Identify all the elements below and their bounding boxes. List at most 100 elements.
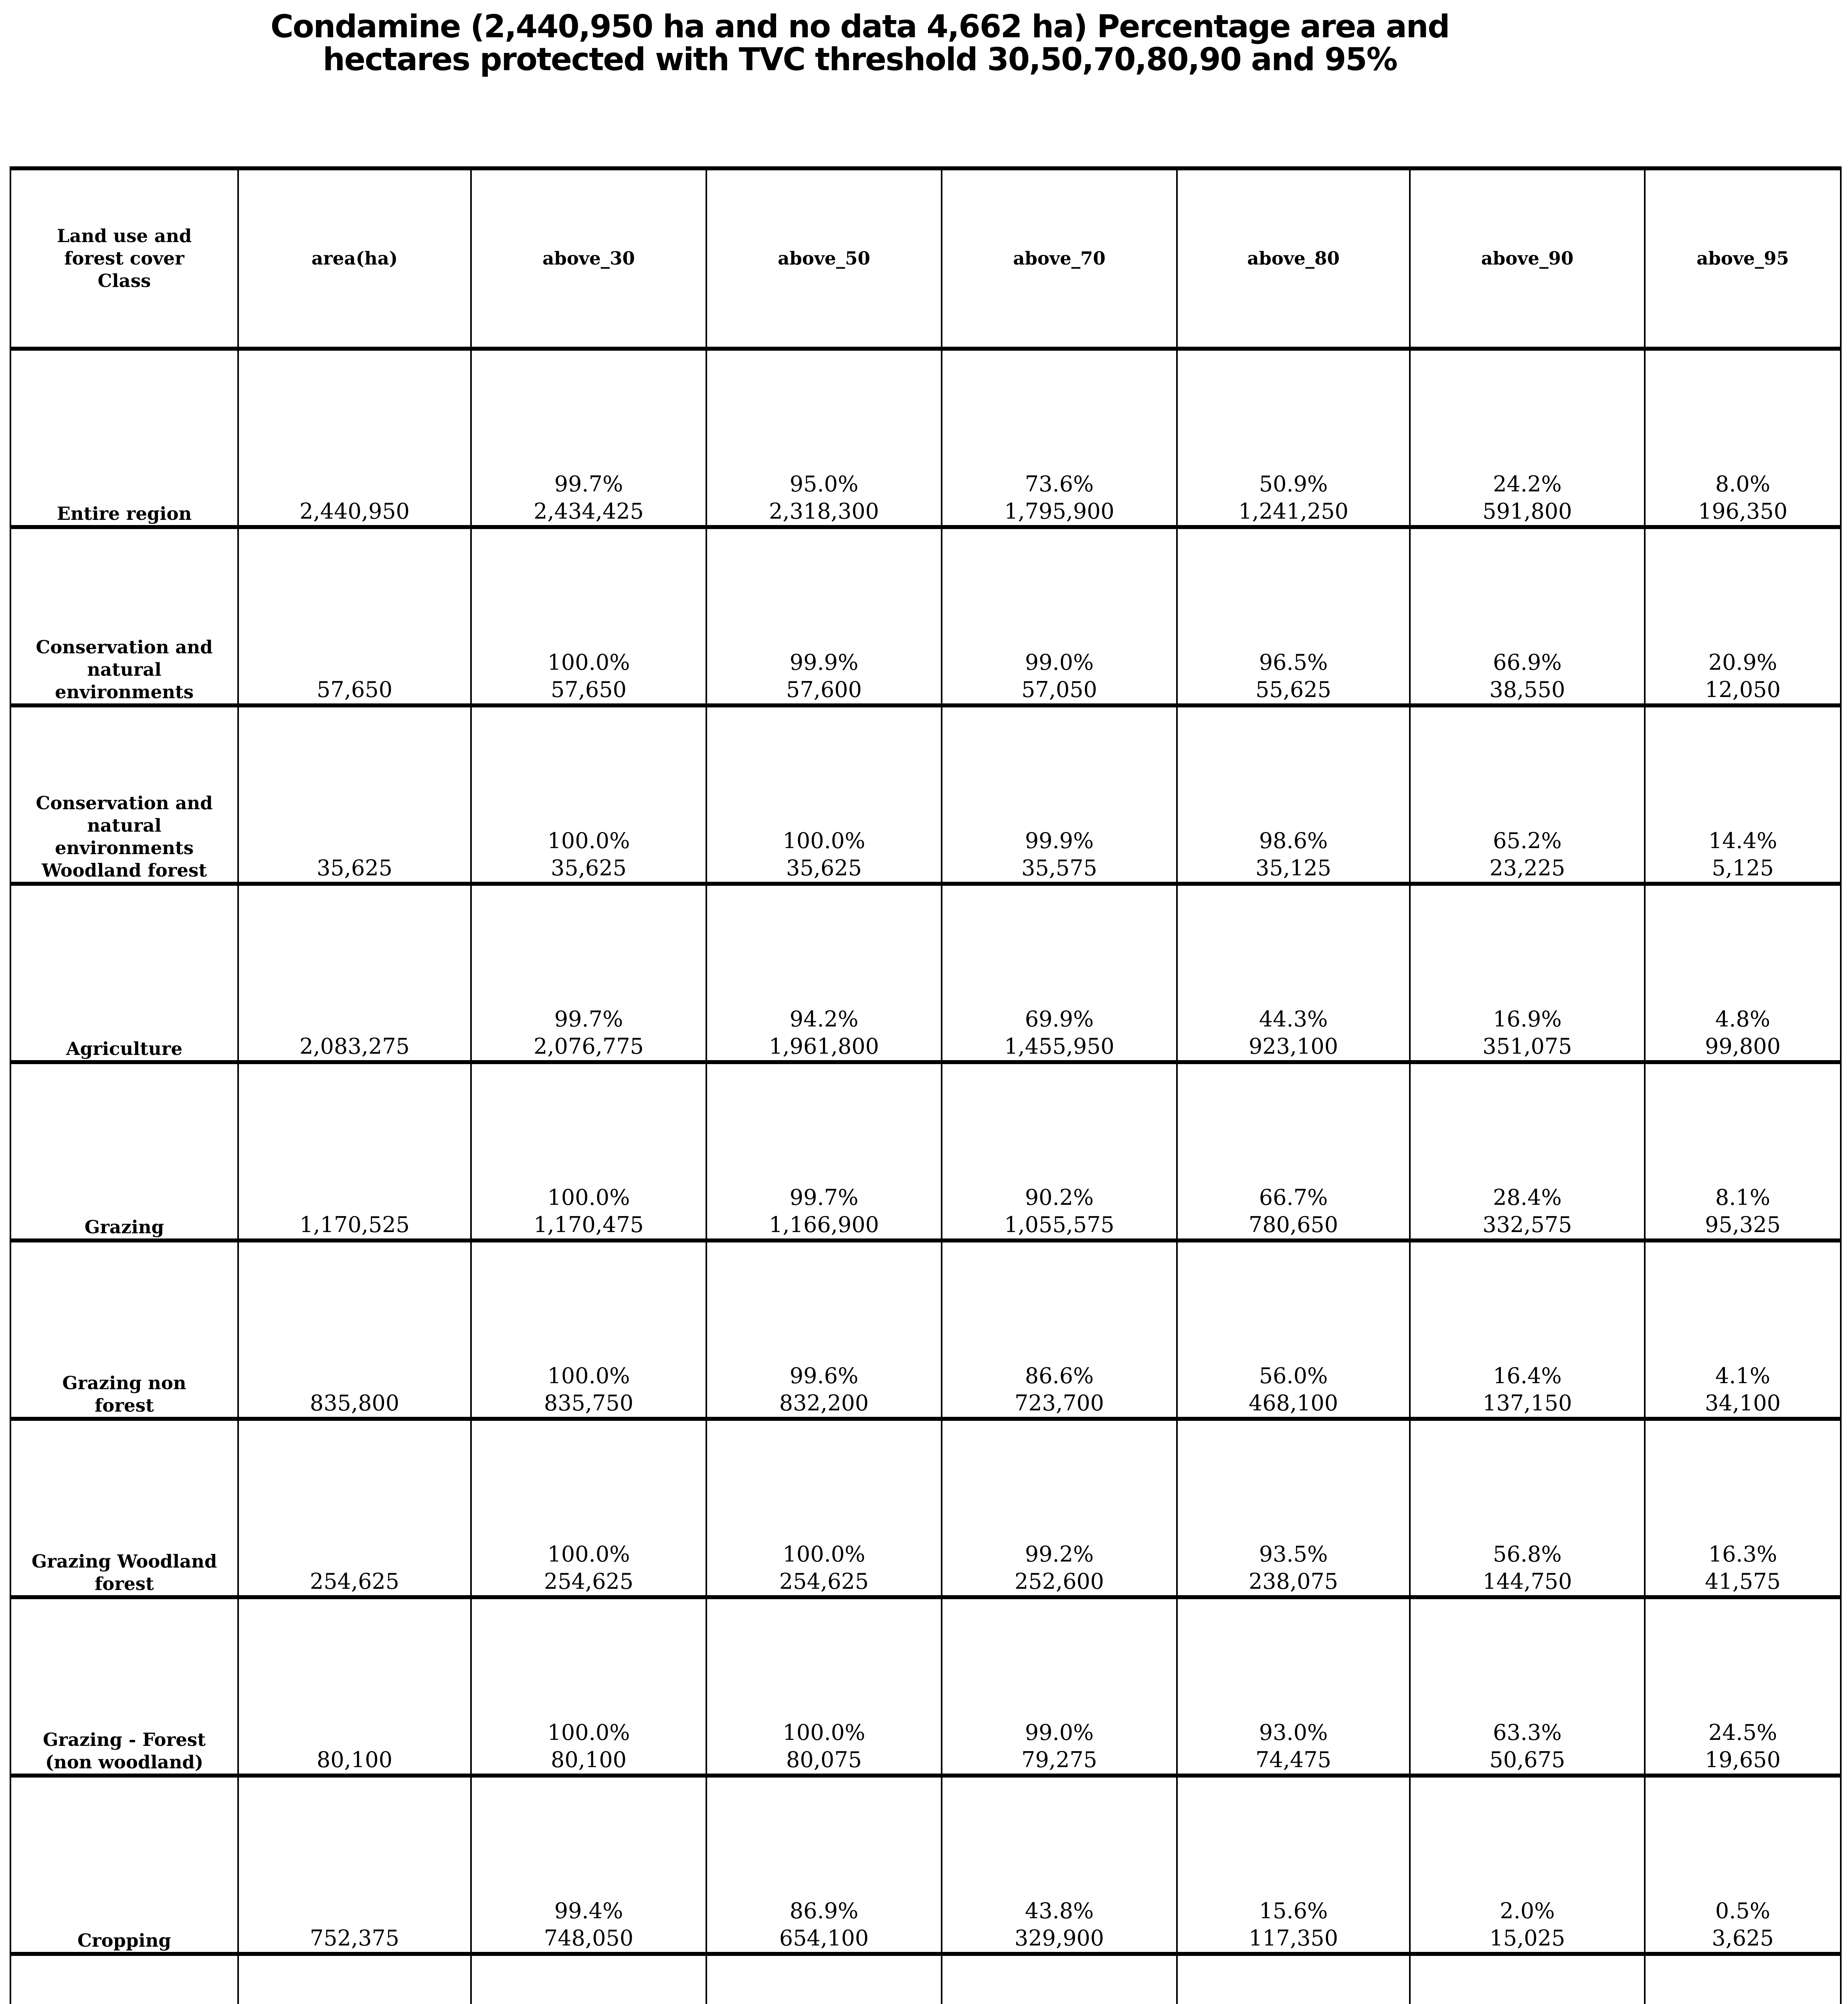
hectares-value: 57,050 [1021, 677, 1097, 702]
percent-value: 93.0% [1259, 1720, 1328, 1745]
hectares-value: 1,055,575 [1004, 1212, 1114, 1237]
hectares-value: 57,600 [786, 677, 862, 702]
area-ha-value: 2,083,275 [237, 882, 472, 1064]
threshold-cell: 66.7% 780,650 [1176, 1060, 1411, 1242]
hectares-value: 137,150 [1482, 1390, 1572, 1416]
table-row: Conservation and natural environments 57,… [10, 525, 1842, 707]
area-ha-value: 835,800 [237, 1238, 472, 1421]
percent-value: 100.0% [782, 828, 865, 853]
hectares-value: 57,650 [551, 677, 627, 702]
threshold-cell: 24.5% 19,650 [1644, 1595, 1842, 1778]
threshold-cell: 28.4% 332,575 [1409, 1060, 1646, 1242]
col-header-above30: above_30 [470, 166, 707, 351]
percent-value: 14.4% [1708, 828, 1777, 853]
table-header: Land use and forest cover Class area(ha)… [10, 166, 1842, 351]
percent-value: 4.8% [1715, 1006, 1771, 1032]
hectares-value: 332,575 [1482, 1212, 1572, 1237]
threshold-cell: 95.0% 2,318,300 [706, 347, 942, 529]
threshold-cell: 8.0% 196,350 [1644, 347, 1842, 529]
hectares-value: 19,650 [1705, 1747, 1781, 1772]
hectares-value: 2,318,300 [769, 499, 879, 524]
table-body: Entire region 2,440,950 99.7% 2,434,425 95.0… [10, 347, 1842, 2004]
percent-value: 100.0% [782, 1541, 865, 1567]
threshold-cell: 99.0% 57,050 [941, 525, 1178, 707]
hectares-value: 2,076,775 [534, 1034, 644, 1059]
threshold-cell: 99.2% 252,600 [941, 1417, 1178, 1599]
percent-value: 66.7% [1259, 1185, 1328, 1210]
threshold-cell: 43.9%70,250 [941, 1952, 1178, 2004]
threshold-cell: 65.2% 23,225 [1409, 703, 1646, 886]
hectares-value: 79,275 [1021, 1747, 1097, 1772]
threshold-cell: 90.2% 1,055,575 [941, 1060, 1178, 1242]
row-label: Agriculture [10, 882, 239, 1064]
hectares-value: 74,475 [1256, 1747, 1331, 1772]
hectares-value: 1,166,900 [769, 1212, 879, 1237]
threshold-cell: 50.9% 1,241,250 [1176, 347, 1411, 529]
hectares-value: 38,550 [1489, 677, 1565, 702]
percent-value: 99.0% [1025, 1720, 1094, 1745]
col-header-class: Land use and forest cover Class [10, 166, 239, 351]
hectares-value: 1,961,800 [769, 1034, 879, 1059]
hectares-value: 15,025 [1489, 1925, 1565, 1951]
percent-value: 56.8% [1493, 1541, 1562, 1567]
percent-value: 24.2% [1493, 471, 1562, 497]
percent-value: 100.0% [547, 650, 630, 675]
threshold-cell: 87.8%140,525 [706, 1952, 942, 2004]
page-title: Condamine (2,440,950 ha and no data 4,66… [270, 9, 1450, 78]
hectares-value: 23,225 [1489, 855, 1565, 881]
percent-value: 73.6% [1025, 471, 1094, 497]
hectares-value: 748,050 [544, 1925, 634, 1951]
percent-value: 100.0% [782, 1720, 865, 1745]
row-label: Conservation and natural environments Wo… [10, 703, 239, 886]
hectares-value: 95,325 [1705, 1212, 1781, 1237]
percent-value: 96.5% [1259, 650, 1328, 675]
threshold-cell: 8.1% 95,325 [1644, 1060, 1842, 1242]
percent-value: 99.6% [789, 1363, 859, 1388]
col-header-above80: above_80 [1176, 166, 1411, 351]
percent-value: 99.7% [789, 1185, 859, 1210]
threshold-cell: 0.5%825 [1644, 1952, 1842, 2004]
table-row: Entire region 2,440,950 99.7% 2,434,425 95.0… [10, 347, 1842, 529]
threshold-cell: 100.0% 35,625 [470, 703, 707, 886]
hectares-value: 144,750 [1482, 1569, 1572, 1594]
hectares-value: 329,900 [1014, 1925, 1104, 1951]
col-header-above70: above_70 [941, 166, 1178, 351]
threshold-cell: 44.3% 923,100 [1176, 882, 1411, 1064]
percent-value: 50.9% [1259, 471, 1328, 497]
hectares-value: 80,075 [786, 1747, 862, 1772]
threshold-cell: 24.2% 591,800 [1409, 347, 1646, 529]
hectares-value: 12,050 [1705, 677, 1781, 702]
percent-value: 16.9% [1493, 1006, 1562, 1032]
percent-value: 56.0% [1259, 1363, 1328, 1388]
threshold-cell: 86.9% 654,100 [706, 1774, 942, 1956]
table-row: Cropping 752,375 99.4% 748,050 86.9% 654,100 4… [10, 1774, 1842, 1956]
hectares-value: 2,434,425 [534, 499, 644, 524]
percent-value: 99.7% [554, 1006, 623, 1032]
hectares-value: 591,800 [1482, 499, 1572, 524]
col-header-above90: above_90 [1409, 166, 1646, 351]
threshold-cell: 86.6% 723,700 [941, 1238, 1178, 1421]
hectares-value: 254,625 [544, 1569, 634, 1594]
threshold-cell: 14.4% 5,125 [1644, 703, 1842, 886]
percent-value: 99.7% [554, 471, 623, 497]
table-row: Conservation and natural environments Wo… [10, 703, 1842, 886]
hectares-value: 1,170,475 [534, 1212, 644, 1237]
percent-value: 98.6% [1259, 828, 1328, 853]
percent-value: 95.0% [789, 471, 859, 497]
threshold-cell: 73.6% 1,795,900 [941, 347, 1178, 529]
threshold-cell: 2.1%3,400 [1409, 1952, 1646, 2004]
threshold-cell: 98.7%157,975 [470, 1952, 707, 2004]
threshold-cell: 66.9% 38,550 [1409, 525, 1646, 707]
threshold-cell: 100.0% 835,750 [470, 1238, 707, 1421]
percent-value: 69.9% [1025, 1006, 1094, 1032]
hectares-value: 196,350 [1698, 499, 1788, 524]
area-ha-value: 752,375 [237, 1774, 472, 1956]
percent-value: 16.3% [1708, 1541, 1777, 1567]
percent-value: 0.5% [1715, 1898, 1771, 1923]
area-ha-value: 160,100 [237, 1952, 472, 2004]
hectares-value: 835,750 [544, 1390, 634, 1416]
threshold-cell: 0.5% 3,625 [1644, 1774, 1842, 1956]
col-header-area: area(ha) [237, 166, 472, 351]
hectares-value: 238,075 [1248, 1569, 1338, 1594]
